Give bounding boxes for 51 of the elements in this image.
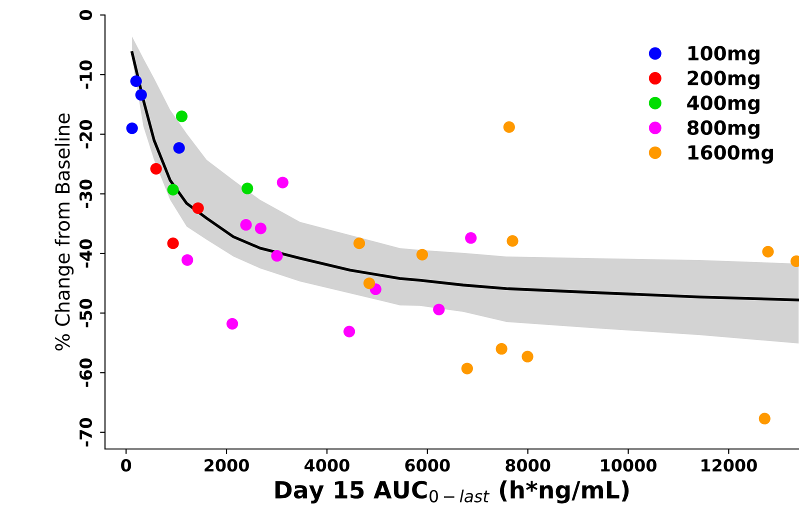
point <box>240 219 252 231</box>
point <box>271 250 283 262</box>
point <box>182 254 194 266</box>
point <box>130 75 142 87</box>
point <box>416 248 428 260</box>
point <box>433 304 445 316</box>
point <box>192 202 204 214</box>
point <box>176 110 188 122</box>
point <box>522 350 534 362</box>
point <box>167 238 179 250</box>
point <box>226 318 238 330</box>
x-tick-label: 12000 <box>702 459 757 472</box>
point <box>150 163 162 175</box>
y-tick-label: -50 <box>79 298 92 328</box>
point <box>135 89 147 101</box>
y-tick-label: -70 <box>79 418 92 446</box>
point <box>126 122 138 134</box>
point <box>465 232 477 244</box>
legend-label: 100mg <box>688 46 760 64</box>
x-tick-label: 6000 <box>405 459 450 472</box>
point <box>363 277 376 290</box>
x-tick-label: 0 <box>121 459 132 472</box>
point <box>353 238 366 250</box>
y-tick-label: -20 <box>79 120 92 148</box>
legend-label: 400mg <box>687 95 760 114</box>
x-tick-label: 4000 <box>304 459 350 472</box>
point <box>461 362 473 374</box>
point <box>242 182 254 194</box>
x-tick-label: 8000 <box>506 459 550 472</box>
y-tick-label: 0 <box>79 10 92 20</box>
legend-label: 800mg <box>687 120 760 139</box>
x-tick-label: 2000 <box>204 459 249 472</box>
point <box>758 412 770 424</box>
point <box>276 176 288 188</box>
y-tick-label: -60 <box>79 358 92 387</box>
legend-label: 1600mg <box>688 145 773 164</box>
point <box>503 121 515 133</box>
y-tick-label: -30 <box>79 180 92 208</box>
point <box>254 222 266 234</box>
y-tick-label: -40 <box>79 239 92 268</box>
y-axis-title: % Change from Baseline <box>54 113 74 350</box>
point <box>496 343 508 355</box>
point <box>506 235 518 247</box>
x-tick-label: 10000 <box>601 459 656 472</box>
x-axis-title: Day 15 AUC$_{0−last}$ (h*ng/mL) <box>275 480 629 504</box>
y-tick-label: -10 <box>79 60 92 89</box>
point <box>762 246 774 258</box>
legend-label: 200mg <box>688 70 760 90</box>
point <box>173 142 185 154</box>
point <box>167 184 179 196</box>
point <box>343 326 356 338</box>
